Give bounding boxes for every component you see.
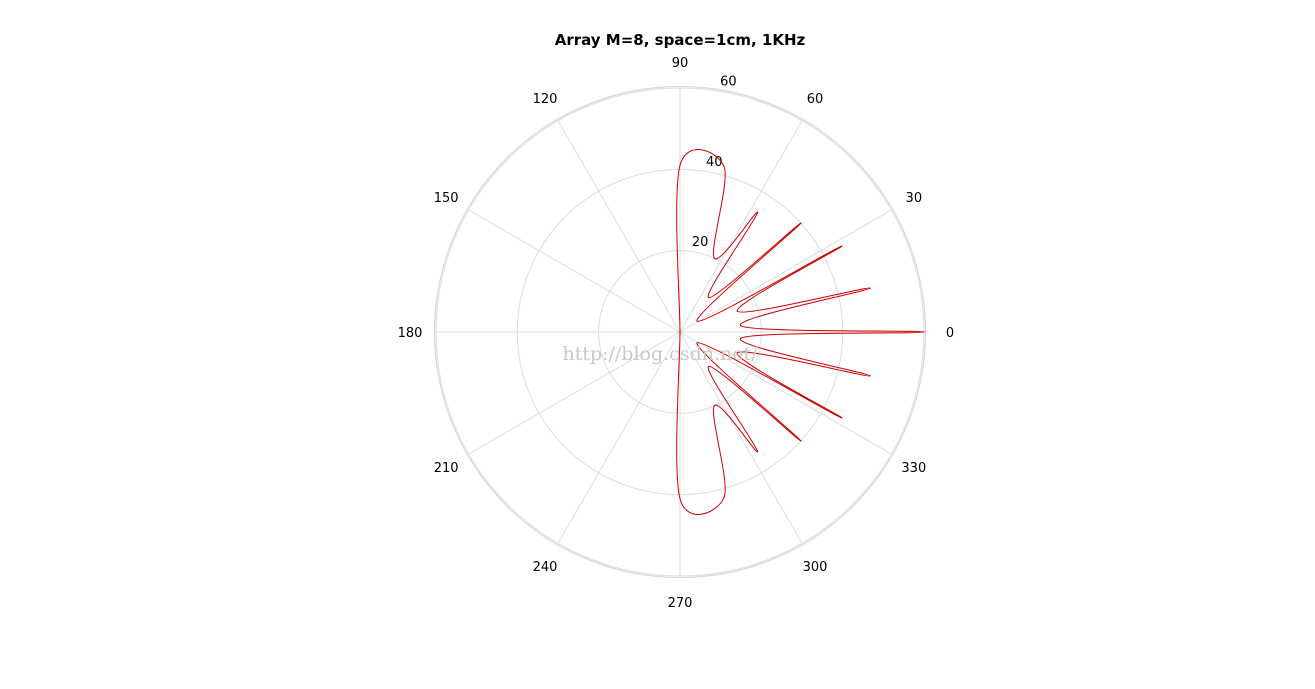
data-point xyxy=(800,440,802,442)
data-point xyxy=(736,352,738,354)
angle-tick-label: 60 xyxy=(807,92,824,107)
radial-tick-label: 20 xyxy=(692,235,709,250)
grid-ring xyxy=(598,250,762,414)
radial-tick-label: 60 xyxy=(720,75,737,90)
angle-tick-label: 0 xyxy=(946,326,954,341)
radial-tick-labels: 20 40 60 xyxy=(692,75,737,250)
data-point xyxy=(740,337,742,339)
outer-ring xyxy=(434,86,926,578)
data-point xyxy=(713,257,715,259)
angle-tick-label: 210 xyxy=(434,461,459,476)
watermark-text: http://blog.csdn.net/ xyxy=(562,343,758,365)
radial-tick-label: 40 xyxy=(706,155,723,170)
data-point xyxy=(708,297,710,299)
data-point xyxy=(679,498,681,500)
series-group xyxy=(676,149,925,515)
data-point xyxy=(923,331,925,333)
angle-tick-label: 30 xyxy=(906,191,923,206)
data-point xyxy=(740,325,742,327)
data-point xyxy=(756,450,759,452)
angle-tick-label: 90 xyxy=(672,56,689,71)
data-point xyxy=(723,166,725,168)
angle-tick-label: 330 xyxy=(901,461,926,476)
angle-tick-label: 180 xyxy=(398,326,423,341)
angle-tick-label: 150 xyxy=(434,191,459,206)
grid-ring xyxy=(516,168,844,496)
angle-tick-labels: 0 30 60 90 120 150 180 210 240 270 300 330 xyxy=(398,56,955,611)
data-point xyxy=(696,342,698,344)
data-point xyxy=(723,496,725,498)
data-point xyxy=(840,245,843,247)
data-point xyxy=(840,417,843,419)
data-point xyxy=(869,287,871,289)
data-point xyxy=(696,320,698,322)
chart-title: Array M=8, space=1cm, 1KHz xyxy=(555,31,806,49)
data-point xyxy=(708,365,710,367)
angle-tick-label: 240 xyxy=(533,560,558,575)
data-point xyxy=(713,405,715,407)
data-point xyxy=(679,164,681,166)
angle-tick-label: 300 xyxy=(803,560,828,575)
angle-tick-label: 120 xyxy=(533,92,558,107)
data-point xyxy=(869,375,871,377)
angle-tick-label: 270 xyxy=(668,596,693,611)
data-point xyxy=(756,212,759,214)
data-point xyxy=(736,310,738,312)
data-point xyxy=(800,222,802,224)
